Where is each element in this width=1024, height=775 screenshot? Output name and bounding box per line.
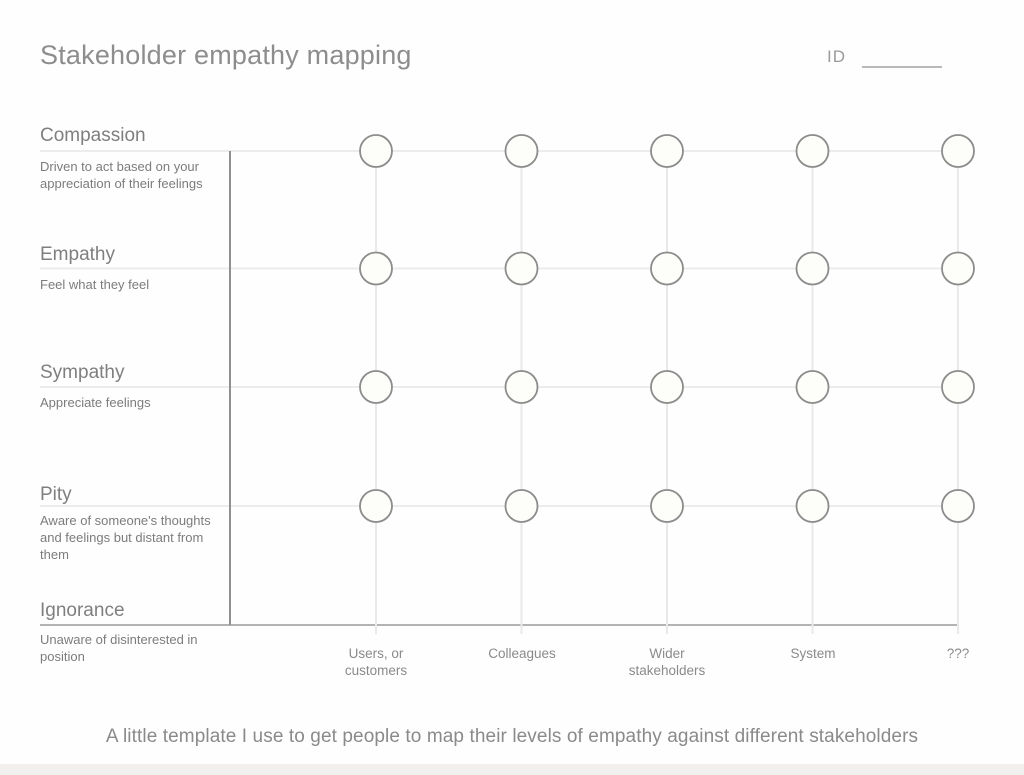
empathy-dot[interactable] (650, 251, 684, 286)
empathy-dot[interactable] (795, 134, 830, 168)
row-label-sympathy: Sympathy (40, 362, 125, 383)
empathy-dot[interactable] (359, 251, 393, 286)
row-description-ignorance: Unaware of disinterested in position (40, 632, 198, 664)
empathy-dot[interactable] (504, 370, 539, 404)
caption: A little template I use to get people to… (105, 726, 919, 747)
column-label-system: System (790, 646, 836, 661)
id-label: ID (827, 47, 846, 66)
empathy-dot[interactable] (359, 489, 393, 523)
empathy-dot[interactable] (650, 370, 684, 404)
empathy-dot[interactable] (504, 251, 539, 286)
empathy-dot[interactable] (359, 134, 393, 168)
empathy-dot[interactable] (941, 251, 975, 286)
empathy-dot[interactable] (941, 370, 975, 404)
row-label-ignorance: Ignorance (40, 600, 125, 621)
page-title: Stakeholder empathy mapping (40, 40, 412, 70)
row-description-empathy: Feel what they feel (40, 277, 150, 292)
row-label-pity: Pity (40, 484, 72, 505)
empathy-dot[interactable] (504, 134, 539, 168)
row-label-empathy: Empathy (40, 244, 115, 265)
column-label-unknown: ??? (946, 646, 970, 661)
empathy-dot[interactable] (795, 489, 830, 523)
id-field: ID (827, 44, 942, 68)
column-label-colleagues: Colleagues (488, 646, 556, 661)
empathy-dot[interactable] (795, 370, 830, 404)
empathy-dot[interactable] (941, 489, 975, 523)
column-label-users-or-customers: Users, or customers (344, 646, 408, 678)
row-description-pity: Aware of someone's thoughts and feelings… (40, 513, 211, 562)
footer-strip (0, 764, 1024, 775)
empathy-dot[interactable] (504, 489, 539, 523)
empathy-dot[interactable] (650, 489, 684, 523)
empathy-dot[interactable] (359, 370, 393, 404)
id-input[interactable] (862, 44, 942, 68)
row-label-compassion: Compassion (40, 125, 146, 146)
row-description-compassion: Driven to act based on your appreciation… (40, 159, 203, 191)
empathy-dot[interactable] (795, 251, 830, 286)
row-description-sympathy: Appreciate feelings (40, 395, 151, 410)
empathy-dot[interactable] (941, 134, 975, 168)
column-label-wider-stakeholders: Wider stakeholders (628, 646, 706, 678)
empathy-dot[interactable] (650, 134, 684, 168)
